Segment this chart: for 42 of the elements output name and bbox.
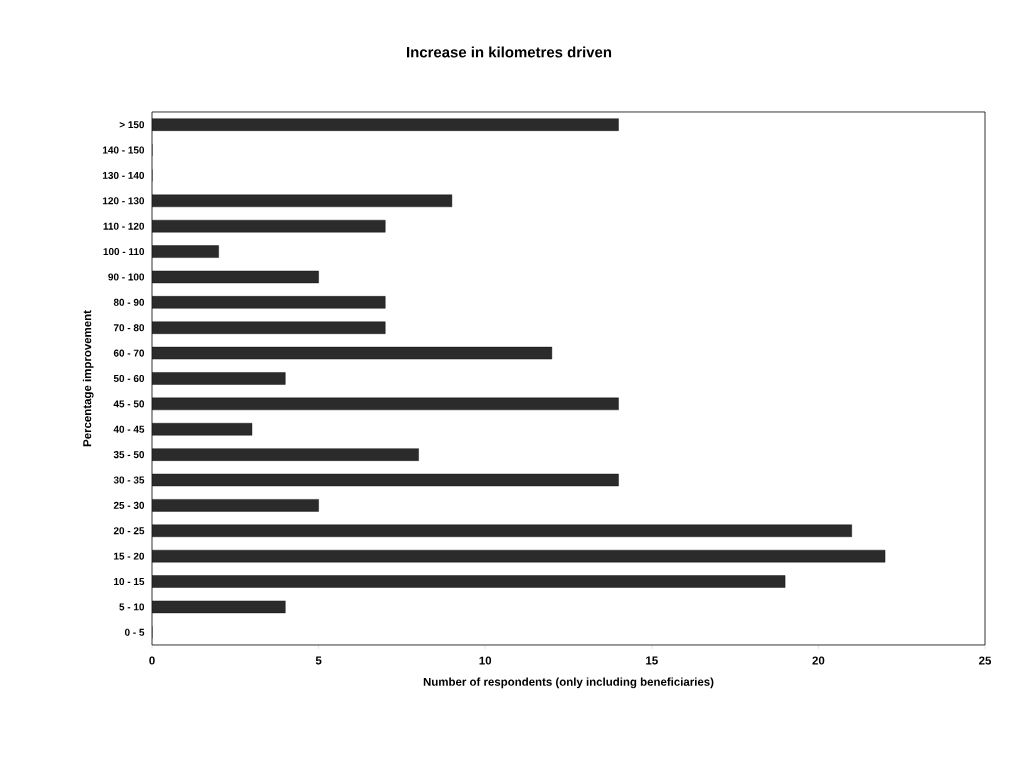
bar — [152, 296, 386, 309]
y-tick-label: 70 - 80 — [113, 324, 145, 332]
bar — [152, 423, 253, 436]
y-tick-label: 130 - 140 — [103, 171, 145, 179]
bar — [152, 194, 453, 208]
y-tick-label: 100 - 110 — [103, 248, 145, 256]
y-tick-label: 25 - 30 — [113, 501, 145, 509]
x-tick-label: 10 — [479, 656, 492, 665]
x-tick-label: 0 — [149, 656, 155, 665]
y-axis-title: Percentage improvement — [82, 310, 94, 447]
bar — [152, 118, 619, 131]
y-tick-label: 30 - 35 — [113, 476, 145, 484]
y-tick-label: 80 - 90 — [113, 298, 145, 306]
bar — [152, 549, 886, 563]
y-tick-label: 90 - 100 — [108, 273, 145, 281]
x-tick-label: 15 — [646, 656, 658, 665]
x-tick-label: 20 — [812, 656, 825, 665]
y-tick-label: 45 - 50 — [113, 400, 145, 408]
y-tick-label: 40 - 45 — [113, 425, 145, 433]
y-tick-label: 10 - 15 — [114, 578, 145, 586]
x-tick-label: 25 — [979, 656, 992, 665]
y-tick-label: 120 - 130 — [103, 197, 145, 205]
chart-title: Increase in kilometres driven — [407, 46, 612, 58]
bar — [152, 321, 386, 334]
bar — [152, 524, 852, 537]
bar — [152, 448, 419, 461]
bar — [152, 220, 386, 233]
y-tick-label: 0 - 5 — [124, 628, 145, 636]
bar — [152, 499, 319, 512]
bar — [152, 575, 786, 588]
y-tick-label: 60 - 70 — [113, 349, 145, 357]
y-tick-label: 20 - 25 — [113, 527, 145, 535]
y-tick-label: 140 - 150 — [103, 146, 145, 154]
y-tick-label: > 150 — [119, 121, 145, 129]
y-tick-label: 35 - 50 — [113, 451, 145, 459]
y-tick-label: 5 - 10 — [119, 603, 145, 611]
x-axis-title: Number of respondents (only including beneficiaries) — [423, 677, 714, 689]
bar — [152, 372, 286, 385]
y-tick-label: 15 - 20 — [114, 552, 145, 560]
x-tick-label: 5 — [315, 656, 322, 665]
y-tick-label: 50 - 60 — [113, 374, 145, 383]
y-tick-label: 110 - 120 — [103, 222, 145, 230]
